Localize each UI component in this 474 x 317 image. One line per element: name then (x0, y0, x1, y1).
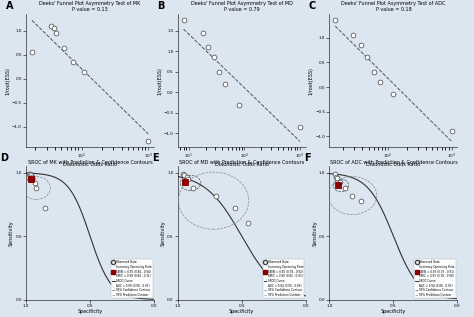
Text: D: D (0, 153, 9, 163)
Text: A: A (6, 1, 13, 11)
Point (349, 33, 356, 38)
Point (25, 171, 32, 177)
Point (199, 30, 207, 35)
Point (189, 185, 197, 191)
Point (349, 193, 356, 198)
Point (370, 70, 377, 75)
Legend: Observed Data, Summary Operating Point, SENS = 0.93 (0.79 - 0.91), SPEC = 0.93 (: Observed Data, Summary Operating Point, … (414, 259, 456, 298)
X-axis label: Diagnostic Odds Ratio: Diagnostic Odds Ratio (366, 162, 420, 167)
X-axis label: Specificity: Specificity (381, 309, 406, 314)
Y-axis label: Sensitivity: Sensitivity (161, 220, 166, 246)
Point (336, 179, 344, 184)
Point (28, 50, 36, 55)
Title: Deeks' Funnel Plot Asymmetry Test of MD
P value = 0.79: Deeks' Funnel Plot Asymmetry Test of MD … (191, 1, 292, 12)
Point (245, 221, 252, 226)
Legend: Observed Data, Summary Operating Point, SENS = 0.85 (0.78 - 0.92), SPEC = 0.90 (: Observed Data, Summary Operating Point, … (263, 259, 304, 298)
Point (33, 185, 40, 191)
Point (212, 193, 220, 198)
Point (215, 69, 223, 74)
Point (183, 174, 191, 179)
Point (27, 173, 35, 178)
Y-axis label: 1/root(ESS): 1/root(ESS) (6, 67, 10, 95)
Point (180, 18, 187, 23)
Point (50, 26, 57, 31)
Point (341, 185, 348, 191)
Point (331, 18, 339, 23)
Title: SROC of MD with Prediction & Confidence Contours: SROC of MD with Prediction & Confidence … (179, 160, 304, 165)
Point (235, 102, 243, 107)
Point (296, 125, 304, 130)
Y-axis label: 1/root(ESS): 1/root(ESS) (309, 67, 314, 95)
Y-axis label: Sensitivity: Sensitivity (9, 220, 14, 246)
Point (179, 171, 187, 177)
Point (331, 171, 338, 177)
Point (28, 177, 36, 182)
Point (221, 81, 229, 87)
Point (69, 60, 77, 65)
Point (357, 42, 365, 48)
Title: SROC of ADC with Prediction & Confidence Contours: SROC of ADC with Prediction & Confidence… (329, 160, 457, 165)
Point (31, 180, 39, 185)
Point (182, 179, 189, 184)
Title: Deeks' Funnel Plot Asymmetry Test of MK
P value = 0.13: Deeks' Funnel Plot Asymmetry Test of MK … (39, 1, 141, 12)
Point (27, 177, 35, 182)
Point (335, 183, 342, 188)
Y-axis label: Sensitivity: Sensitivity (312, 220, 318, 246)
Text: E: E (152, 153, 159, 163)
Title: Deeks' Funnel Plot Asymmetry Test of ADC
P value = 0.18: Deeks' Funnel Plot Asymmetry Test of ADC… (341, 1, 446, 12)
Point (53, 31, 60, 36)
Text: C: C (309, 1, 316, 11)
Point (47, 23, 55, 29)
Point (28, 174, 36, 179)
Point (335, 183, 342, 188)
Text: B: B (157, 1, 164, 11)
Point (184, 177, 192, 182)
Y-axis label: 1/root(ESS): 1/root(ESS) (157, 67, 162, 95)
Point (364, 55, 371, 60)
Point (81, 69, 88, 74)
X-axis label: Diagnostic Odds Ratio: Diagnostic Odds Ratio (63, 162, 117, 167)
Text: F: F (304, 153, 310, 163)
Point (42, 206, 49, 211)
Point (333, 175, 341, 180)
Point (357, 198, 365, 203)
Point (26, 171, 34, 177)
Point (332, 174, 339, 179)
Point (376, 80, 383, 85)
Point (61, 45, 68, 50)
Point (182, 179, 189, 184)
Point (27, 177, 35, 182)
X-axis label: Diagnostic Odds Ratio: Diagnostic Odds Ratio (215, 162, 269, 167)
Point (231, 206, 239, 211)
Point (180, 173, 188, 178)
Point (204, 44, 212, 49)
X-axis label: Specificity: Specificity (77, 309, 103, 314)
Point (389, 92, 397, 97)
Legend: Observed Data, Summary Operating Point, SENS = 0.95 (0.84 - 0.94), SPEC = 0.98 (: Observed Data, Summary Operating Point, … (111, 259, 153, 298)
Title: SROC of MK with Prediction & Confidence Contours: SROC of MK with Prediction & Confidence … (27, 160, 153, 165)
X-axis label: Specificity: Specificity (229, 309, 255, 314)
Point (448, 129, 456, 134)
Point (210, 55, 218, 60)
Point (145, 139, 152, 144)
